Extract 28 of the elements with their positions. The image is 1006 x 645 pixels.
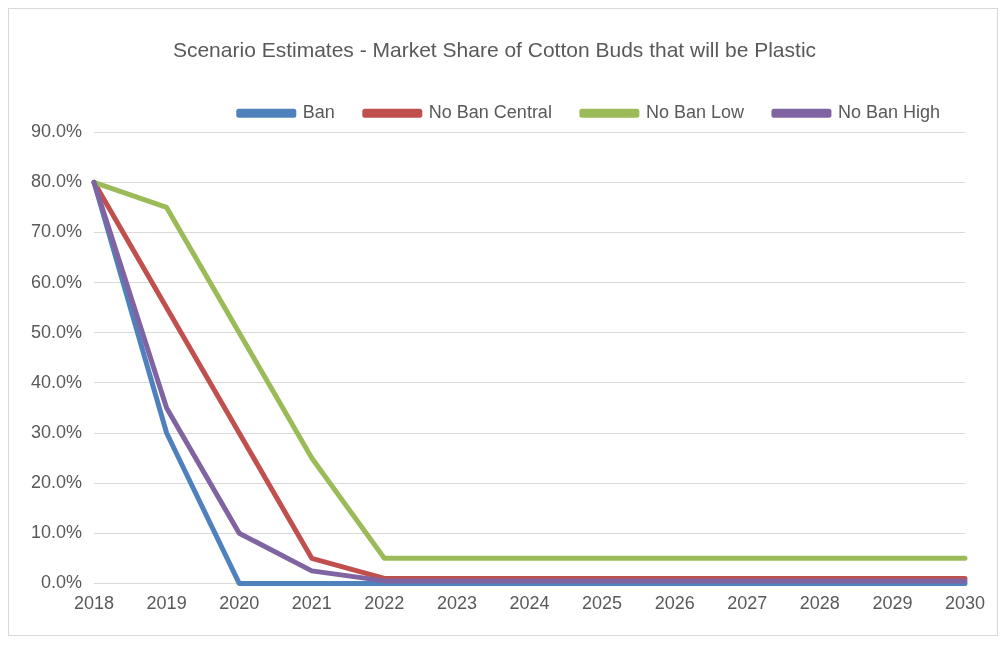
legend-label: Ban: [302, 102, 335, 123]
x-tick-label: 2023: [436, 593, 477, 614]
x-tick-label: 2026: [654, 593, 695, 614]
x-tick-label: 2020: [219, 593, 260, 614]
x-tick-label: 2025: [582, 593, 623, 614]
x-tick-label: 2022: [364, 593, 405, 614]
x-tick-label: 2024: [509, 593, 550, 614]
y-tick-label: 60.0%: [30, 271, 83, 292]
y-tick-label: 0.0%: [41, 572, 83, 593]
y-tick-label: 70.0%: [30, 221, 83, 242]
y-tick-label: 40.0%: [30, 371, 83, 392]
legend-label: No Ban Central: [428, 102, 552, 123]
y-tick-label: 90.0%: [30, 121, 83, 142]
x-tick-label: 2021: [291, 593, 332, 614]
x-tick-label: 2028: [799, 593, 840, 614]
x-tick-label: 2027: [727, 593, 768, 614]
x-tick-label: 2030: [944, 593, 985, 614]
chart-title: Scenario Estimates - Market Share of Cotton Buds that will be Plastic: [172, 38, 817, 62]
x-tick-label: 2029: [872, 593, 913, 614]
x-tick-label: 2019: [146, 593, 187, 614]
y-tick-label: 80.0%: [30, 171, 83, 192]
x-tick-label: 2018: [74, 593, 115, 614]
y-tick-label: 50.0%: [30, 321, 83, 342]
legend-label: No Ban High: [837, 102, 940, 123]
y-tick-label: 10.0%: [30, 522, 83, 543]
y-tick-label: 20.0%: [30, 472, 83, 493]
y-tick-label: 30.0%: [30, 421, 83, 442]
legend-label: No Ban Low: [645, 102, 745, 123]
